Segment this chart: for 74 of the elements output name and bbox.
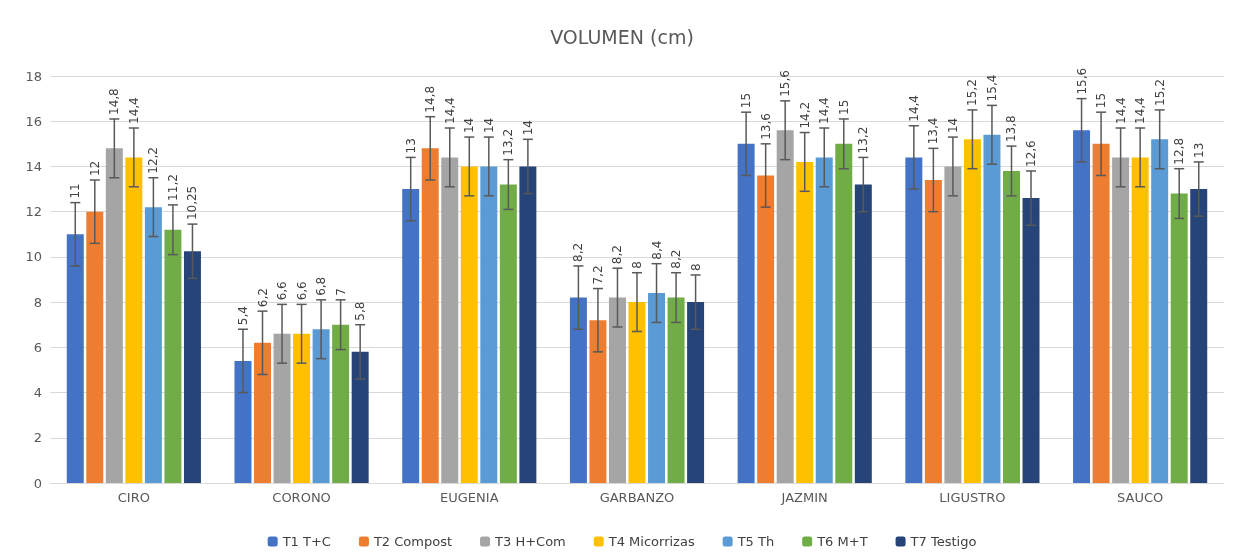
y-tick-label: 4 [33, 385, 42, 401]
legend-label: T3 H+Com [494, 534, 566, 549]
legend-label: T1 T+C [281, 534, 331, 549]
data-label: 14 [462, 117, 477, 134]
data-label: 14,2 [797, 101, 812, 129]
data-label: 15,4 [984, 74, 999, 102]
data-label: 14,4 [442, 97, 457, 125]
data-label: 13,2 [856, 126, 871, 154]
data-label: 14,4 [126, 97, 141, 125]
data-label: 14,8 [423, 85, 438, 113]
y-tick-label: 2 [33, 430, 42, 446]
data-label: 12 [87, 160, 102, 177]
data-label: 13 [1191, 142, 1206, 158]
data-label: 13,6 [758, 113, 773, 140]
data-label: 13,2 [501, 128, 516, 156]
data-label: 8,2 [571, 242, 586, 262]
data-label: 8,4 [649, 240, 664, 260]
y-tick-label: 16 [25, 113, 42, 129]
data-label: 7 [333, 288, 348, 296]
data-label: 14 [481, 117, 496, 134]
data-label: 6,8 [314, 276, 329, 296]
data-label: 5,4 [235, 306, 250, 326]
y-tick-label: 14 [25, 158, 42, 174]
y-tick-label: 18 [25, 68, 42, 84]
y-tick-label: 10 [25, 249, 42, 265]
data-label: 14 [520, 120, 535, 136]
data-label: 11 [68, 183, 83, 199]
y-tick-label: 6 [33, 339, 42, 355]
legend-label: T7 Testigo [909, 534, 977, 549]
data-label: 15 [836, 99, 851, 115]
data-label: 14,4 [817, 97, 832, 125]
data-label: 14 [945, 117, 960, 134]
data-label: 14,4 [1133, 97, 1148, 125]
data-label: 15,2 [965, 79, 980, 106]
legend-label: T2 Compost [372, 534, 453, 549]
data-label: 8,2 [669, 249, 684, 269]
legend-label: T4 Micorrizas [607, 534, 695, 549]
data-label: 13 [403, 138, 418, 154]
data-label: 13,8 [1004, 115, 1019, 143]
data-label: 10,25 [185, 185, 200, 221]
data-label: 8,2 [610, 245, 625, 265]
data-label: 12,6 [1024, 140, 1039, 167]
data-label: 8 [630, 261, 644, 269]
data-label: 12,8 [1172, 137, 1187, 165]
data-label: 11,2 [165, 174, 180, 201]
x-tick-label: JAZMIN [780, 490, 828, 505]
data-label: 15 [1094, 92, 1109, 109]
x-tick-label: CIRO [117, 490, 150, 505]
x-tick-label: GARBANZO [599, 490, 675, 505]
data-label: 6,6 [275, 281, 290, 301]
y-tick-label: 12 [25, 204, 42, 220]
y-tick-label: 8 [33, 294, 42, 310]
x-tick-label: CORONO [272, 490, 331, 505]
data-label: 7,2 [590, 265, 605, 285]
data-label: 5,8 [353, 301, 368, 321]
data-label: 15,6 [1074, 67, 1089, 95]
x-tick-label: EUGENIA [440, 490, 499, 505]
data-label: 6,2 [255, 288, 270, 308]
data-label: 8 [688, 263, 703, 271]
x-tick-label: LIGUSTRO [939, 490, 1006, 505]
y-tick-label: 0 [33, 475, 42, 491]
chart-title: VOLUMEN (cm) [550, 25, 694, 48]
data-label: 15 [739, 92, 754, 109]
legend-label: T6 M+T [816, 534, 868, 549]
data-label: 14,4 [1113, 97, 1128, 125]
data-label: 14,8 [107, 88, 122, 115]
data-label: 15,2 [1152, 79, 1167, 106]
data-label: 14,4 [906, 95, 921, 122]
data-label: 12,2 [146, 147, 161, 174]
x-tick-label: SAUCO [1117, 490, 1164, 505]
data-label: 15,6 [778, 70, 793, 97]
data-label: 13,4 [926, 117, 941, 145]
data-label: 6,6 [294, 281, 309, 301]
legend-label: T5 Th [736, 534, 775, 549]
